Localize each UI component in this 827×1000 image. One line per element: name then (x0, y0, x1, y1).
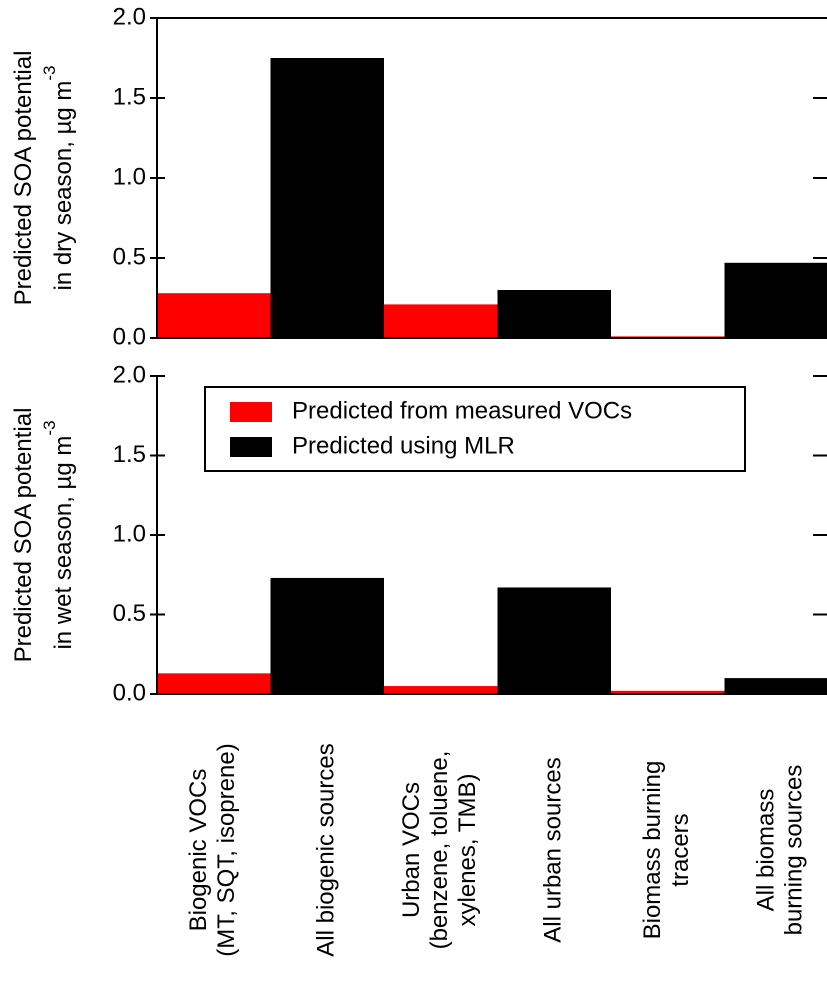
y-axis-label: Predicted SOA potential (10, 51, 37, 306)
y-axis-label: Predicted SOA potential (10, 408, 37, 663)
bar (497, 290, 611, 338)
bar (270, 58, 384, 338)
x-tick-label: Biogenic VOCs (185, 769, 212, 932)
x-tick-label: (benzene, toluene, (426, 751, 453, 950)
y-tick-label: 2.0 (113, 3, 146, 30)
x-tick-label: xylenes, TMB) (454, 774, 481, 927)
x-tick-label: burning sources (781, 765, 808, 936)
y-tick-label: 1.0 (113, 163, 146, 190)
y-axis-label-line: Predicted SOA potential (10, 51, 37, 306)
legend-label: Predicted using MLR (292, 432, 515, 459)
y-axis-label-line: in dry season, µg m (50, 81, 77, 291)
y-axis-label-exponent: -3 (40, 65, 59, 80)
legend-swatch (230, 437, 272, 457)
y-axis-label-line: Predicted SOA potential (10, 408, 37, 663)
x-tick-label: (MT, SQT, isoprene) (213, 743, 240, 956)
y-tick-label: 1.0 (113, 520, 146, 547)
y-tick-label: 1.5 (113, 83, 146, 110)
bar (611, 690, 725, 694)
bar (157, 673, 271, 694)
legend-swatch (230, 402, 272, 422)
x-tick-label: Urban VOCs (398, 782, 425, 918)
y-axis-label-line: in wet season, µg m (50, 436, 77, 650)
legend-box (204, 386, 746, 472)
y-tick-label: 0.0 (113, 679, 146, 706)
y-tick-label: 2.0 (113, 361, 146, 388)
y-tick-label: 0.0 (113, 323, 146, 350)
y-tick-label: 1.5 (113, 441, 146, 468)
bar (384, 686, 498, 694)
bars (157, 58, 827, 338)
legend-label: Predicted from measured VOCs (292, 397, 632, 424)
bar (270, 577, 384, 694)
y-tick-label: 0.5 (113, 600, 146, 627)
x-tick-label: All biomass (753, 789, 780, 912)
x-tick-label: All urban sources (540, 757, 567, 942)
bar (497, 587, 611, 694)
bar (157, 293, 271, 338)
y-tick-label: 0.5 (113, 243, 146, 270)
bars (157, 577, 827, 694)
x-tick-label: All biogenic sources (313, 743, 340, 956)
y-axis-label-exponent: -3 (40, 420, 59, 435)
y-axis-label: in dry season, µg m-3 (40, 65, 77, 290)
y-axis-label: in wet season, µg m-3 (40, 420, 77, 649)
bar (724, 678, 827, 694)
bar (724, 262, 827, 338)
bar (384, 304, 498, 338)
x-tick-label: Biomass burning (639, 761, 666, 940)
x-tick-label: tracers (667, 813, 694, 886)
